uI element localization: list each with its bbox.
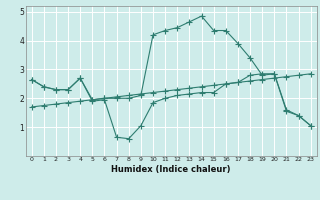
X-axis label: Humidex (Indice chaleur): Humidex (Indice chaleur) [111, 165, 231, 174]
